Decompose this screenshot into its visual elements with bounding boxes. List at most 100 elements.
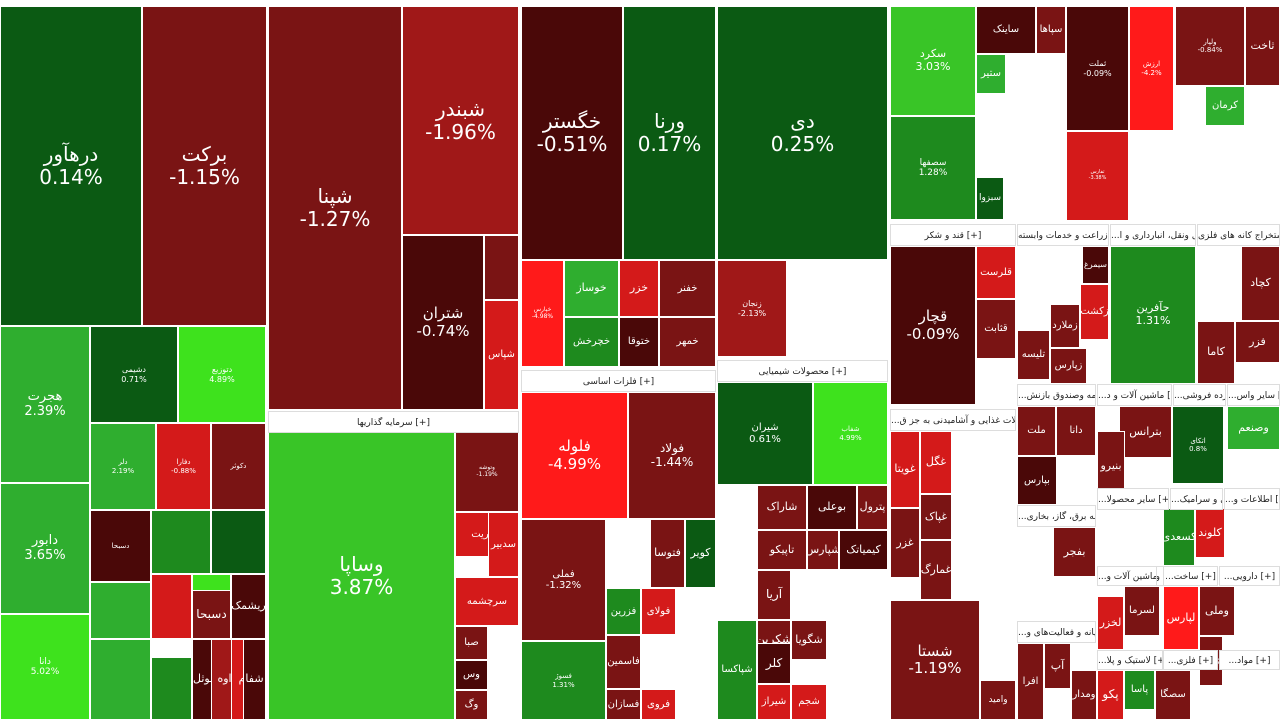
stock-tile[interactable]: ثفارس -3.38% (1066, 131, 1129, 221)
stock-tile[interactable]: وصنعم (1227, 406, 1280, 450)
stock-tile[interactable]: کویر (685, 519, 716, 588)
stock-tile[interactable]: سدبیر (488, 512, 519, 577)
stock-tile[interactable]: خگستر -0.51% (521, 6, 623, 260)
sector-header[interactable]: ...مواد [+] (1219, 650, 1280, 670)
stock-tile[interactable]: فاسمین (606, 635, 641, 689)
stock-tile[interactable]: شپاکسا (717, 620, 757, 720)
stock-tile[interactable]: شفاب 4.99% (813, 382, 888, 485)
stock-tile[interactable]: شجم (791, 684, 827, 720)
stock-tile[interactable]: زکشت (1080, 284, 1109, 340)
sector-header[interactable]: ...سایر واس [+] (1227, 384, 1280, 406)
stock-tile[interactable]: سصگا (1155, 670, 1191, 720)
stock-tile[interactable]: شپارس (807, 530, 839, 570)
sector-header[interactable]: محصولات شیمیایی [+] (717, 360, 888, 382)
stock-tile[interactable]: کلر (757, 643, 791, 684)
stock-tile[interactable] (484, 235, 519, 300)
stock-tile[interactable]: کسعدی (1163, 508, 1195, 566)
stock-tile[interactable]: فولای (641, 588, 676, 635)
stock-tile[interactable]: کاما (1197, 321, 1235, 384)
stock-tile[interactable]: شاراک (757, 485, 807, 530)
sector-header[interactable]: فلزات اساسی [+] (521, 370, 716, 392)
stock-tile[interactable]: وس (455, 660, 488, 690)
stock-tile[interactable]: سصفها 1.28% (890, 116, 976, 220)
sector-header[interactable]: استخراج کانه های فلزی [+] (1197, 224, 1280, 246)
stock-tile[interactable]: آریا (757, 570, 791, 620)
sector-header[interactable]: ...کاشی و سرامیک [+] (1170, 488, 1223, 510)
stock-tile[interactable]: تاپیکو (757, 530, 807, 570)
stock-tile[interactable]: فلوله -4.99% (521, 392, 628, 519)
stock-tile[interactable]: فروی (641, 689, 676, 720)
sector-header[interactable]: ...ماشین آلات و [+] (1097, 566, 1157, 586)
stock-tile[interactable]: خفنر (659, 260, 716, 317)
stock-tile[interactable]: شیراز (757, 684, 791, 720)
stock-tile[interactable]: وگ (455, 690, 488, 720)
stock-tile[interactable]: بفجر (1053, 527, 1096, 577)
stock-tile[interactable]: خزر (619, 260, 659, 317)
stock-tile[interactable]: ریشمک (231, 574, 266, 639)
stock-tile[interactable]: فزر (1235, 321, 1280, 363)
stock-tile[interactable]: شستا -1.19% (890, 600, 980, 720)
stock-tile[interactable]: بوعلی (807, 485, 857, 530)
stock-tile[interactable]: ساینک (976, 6, 1036, 54)
stock-tile[interactable]: پترول (857, 485, 888, 530)
stock-tile[interactable]: قثابت (976, 299, 1016, 359)
stock-tile[interactable]: دانا 5.02% (0, 614, 90, 720)
stock-tile[interactable]: کلوند (1195, 508, 1225, 558)
stock-tile[interactable]: ولپار -0.84% (1175, 6, 1245, 86)
stock-tile[interactable] (151, 510, 211, 574)
stock-tile[interactable]: ثاخت (1245, 6, 1280, 86)
stock-tile[interactable]: وملی (1199, 586, 1235, 636)
sector-header[interactable]: ...ساخت [+] (1163, 566, 1218, 586)
stock-tile[interactable]: بپارس (1017, 456, 1057, 505)
stock-tile[interactable]: زپارس (1050, 348, 1087, 384)
stock-tile[interactable] (211, 510, 266, 574)
stock-tile[interactable]: قلرست (976, 246, 1016, 299)
stock-tile[interactable]: سپاها (1036, 6, 1066, 54)
stock-tile[interactable]: ورنا 0.17% (623, 6, 716, 260)
stock-tile[interactable]: دسبحا (192, 590, 231, 639)
stock-tile[interactable]: خمهر (659, 317, 716, 367)
sector-header[interactable]: ...عرضه برق، گاز، بخاری [+] (1017, 505, 1096, 527)
stock-tile[interactable]: شتران -0.74% (402, 235, 484, 410)
stock-tile[interactable]: آپ (1044, 643, 1071, 689)
sector-header[interactable]: ...دارویی [+] (1219, 566, 1280, 586)
stock-tile[interactable]: اتکای 0.8% (1172, 406, 1224, 484)
stock-tile[interactable]: کرمان (1205, 86, 1245, 126)
stock-tile[interactable]: شپنا -1.27% (268, 6, 402, 410)
stock-tile[interactable] (90, 582, 151, 639)
stock-tile[interactable] (90, 639, 151, 720)
stock-tile[interactable] (151, 574, 192, 639)
stock-tile[interactable]: سبزوا (976, 177, 1004, 220)
stock-tile[interactable]: دی 0.25% (717, 6, 888, 260)
stock-tile[interactable]: دانا (1056, 406, 1096, 456)
stock-tile[interactable]: کیمیاتک (839, 530, 888, 570)
stock-tile[interactable]: بترانس (1119, 406, 1172, 458)
stock-tile[interactable]: حآفرین 1.31% (1110, 246, 1196, 384)
sector-header[interactable]: ...سایر محصولا [+] (1097, 488, 1169, 510)
stock-tile[interactable]: کچاد (1241, 246, 1280, 321)
stock-tile[interactable]: غمارگ (920, 540, 952, 600)
sector-header[interactable]: ...اطلاعات و [+] (1224, 488, 1280, 510)
stock-tile[interactable]: پاسا (1124, 670, 1155, 710)
sector-header[interactable]: زراعت و خدمات وابسته [+] (1017, 224, 1109, 246)
stock-tile[interactable]: فسوژ 1.31% (521, 641, 606, 720)
stock-tile[interactable]: دتوزیع 4.89% (178, 326, 266, 423)
stock-tile[interactable]: فتوسا (650, 519, 685, 588)
stock-tile[interactable]: فزرین (606, 588, 641, 635)
stock-tile[interactable]: تلیسه (1017, 330, 1050, 380)
stock-tile[interactable]: وتوشه -1.19% (455, 432, 519, 512)
stock-tile[interactable]: لسرما (1124, 586, 1160, 636)
stock-tile[interactable]: افرا (1017, 643, 1044, 720)
stock-tile[interactable]: دلر 2.19% (90, 423, 156, 510)
stock-tile[interactable]: سکرد 3.03% (890, 6, 976, 116)
stock-tile[interactable]: ختوقا (619, 317, 659, 367)
sector-header[interactable]: ...خرده فروشی [+] (1173, 384, 1226, 406)
stock-tile[interactable]: سیمرغ (1082, 246, 1109, 284)
sector-header[interactable]: قند و شکر [+] (890, 224, 1016, 246)
sector-header[interactable]: سرمایه گذاریها [+] (268, 411, 519, 433)
stock-tile[interactable]: لپارس (1163, 586, 1199, 650)
stock-tile[interactable]: دفارا -0.88% (156, 423, 211, 510)
stock-tile[interactable]: شپاس (484, 300, 519, 410)
stock-tile[interactable]: دسبحا (90, 510, 151, 582)
stock-tile[interactable] (151, 657, 192, 720)
